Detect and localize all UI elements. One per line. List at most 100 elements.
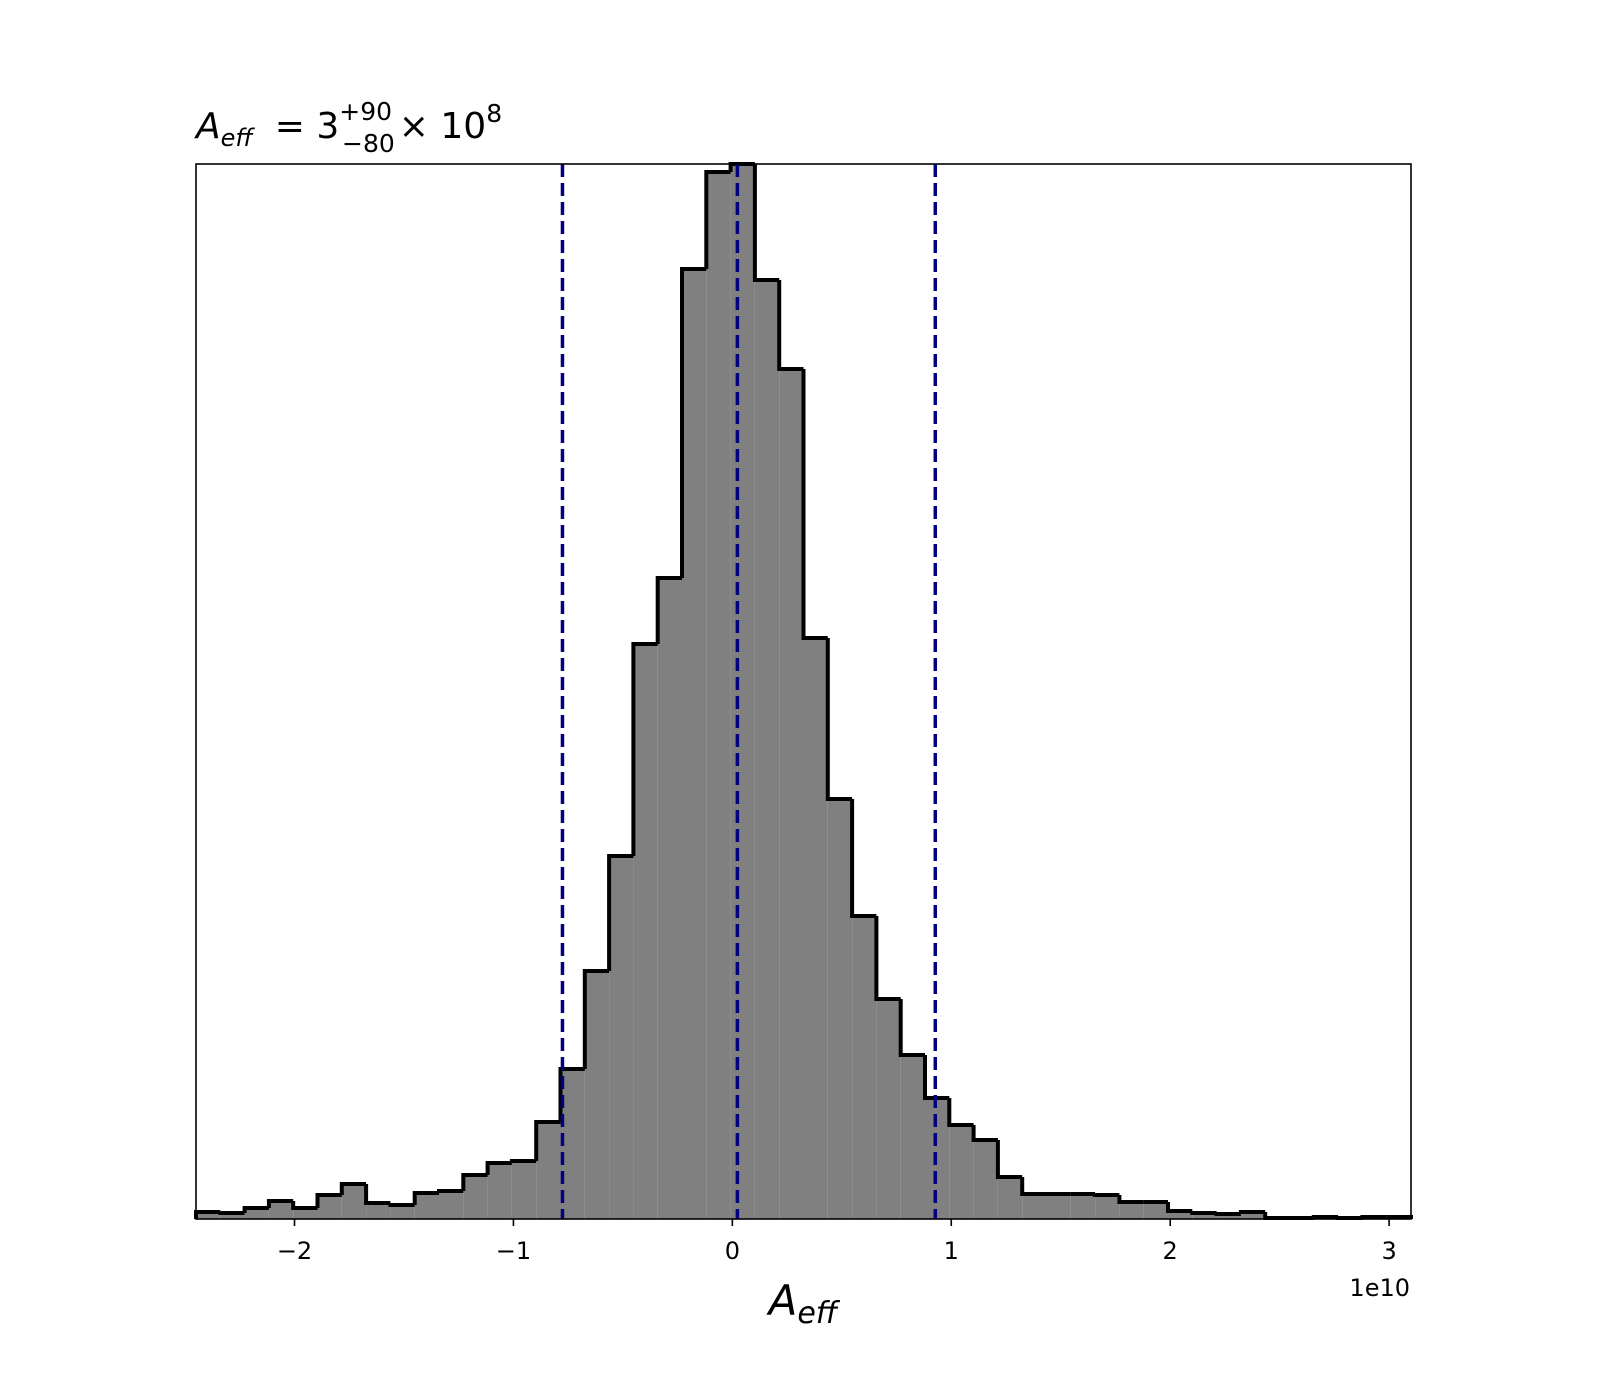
histogram-step bbox=[655, 576, 682, 644]
title-exponent: 8 bbox=[486, 99, 502, 128]
histogram-step bbox=[971, 1125, 998, 1142]
x-offset-label: 1e10 bbox=[1349, 1274, 1410, 1302]
histogram-bar bbox=[341, 1184, 367, 1219]
histogram-step bbox=[291, 1201, 318, 1210]
histogram-step bbox=[607, 854, 634, 971]
histogram-step bbox=[1238, 1210, 1266, 1214]
histogram-step bbox=[631, 642, 658, 856]
histogram-step bbox=[1336, 1216, 1363, 1220]
histogram-step bbox=[1020, 1177, 1047, 1196]
histogram-step bbox=[582, 969, 610, 1069]
plot-frame bbox=[195, 163, 1412, 1220]
histogram-bar bbox=[852, 916, 877, 1219]
title-subscript: eff bbox=[221, 124, 256, 152]
histogram-bar bbox=[317, 1195, 342, 1219]
histogram-step bbox=[218, 1211, 245, 1215]
histogram-step bbox=[898, 999, 925, 1057]
x-tick-label: 1 bbox=[944, 1237, 959, 1265]
histogram-step bbox=[266, 1199, 294, 1208]
histogram-step bbox=[412, 1191, 439, 1205]
histogram-bar bbox=[803, 638, 828, 1219]
histogram-bar bbox=[633, 644, 658, 1219]
histogram-bar bbox=[244, 1208, 269, 1219]
histogram-bar bbox=[900, 1055, 925, 1219]
histogram-step bbox=[485, 1161, 512, 1175]
histogram-step bbox=[1214, 1212, 1241, 1216]
histogram-bar bbox=[779, 369, 804, 1219]
x-axis-label: Aeff bbox=[766, 1276, 841, 1331]
histogram-bar bbox=[463, 1175, 488, 1219]
histogram-step bbox=[242, 1206, 269, 1213]
histogram-bar bbox=[925, 1098, 950, 1219]
histogram-bar bbox=[609, 856, 634, 1219]
histogram-step bbox=[850, 799, 877, 918]
histogram-step bbox=[437, 1189, 464, 1193]
histogram-step bbox=[315, 1193, 342, 1208]
histogram-step bbox=[874, 916, 901, 1001]
histogram-step bbox=[752, 164, 780, 282]
histogram-bar bbox=[1143, 1202, 1168, 1219]
histogram-bar bbox=[997, 1177, 1023, 1219]
histogram-step bbox=[1190, 1211, 1217, 1215]
histogram-step bbox=[1263, 1212, 1290, 1220]
x-tick-label: −2 bbox=[277, 1237, 312, 1265]
x-tick-label: 2 bbox=[1163, 1237, 1178, 1265]
histogram-step bbox=[1117, 1195, 1144, 1204]
histogram-bar bbox=[754, 280, 780, 1219]
histogram-bar bbox=[511, 1161, 537, 1219]
histogram-step bbox=[995, 1140, 1023, 1179]
histogram-bar bbox=[414, 1193, 439, 1219]
x-label-symbol: A bbox=[766, 1276, 798, 1325]
histogram-bar bbox=[973, 1140, 998, 1219]
histogram-bar bbox=[1070, 1194, 1096, 1219]
histogram-bar bbox=[584, 971, 610, 1219]
histogram-bar bbox=[1216, 1214, 1241, 1219]
histogram-step bbox=[1311, 1215, 1339, 1219]
histogram-step bbox=[461, 1173, 488, 1191]
histogram-bar bbox=[1240, 1212, 1266, 1219]
histogram-step bbox=[1093, 1193, 1120, 1197]
histogram-step bbox=[680, 267, 707, 578]
histogram-bar bbox=[487, 1163, 512, 1219]
title-upper-error: +90 bbox=[339, 97, 392, 126]
histogram-bar bbox=[949, 1125, 974, 1219]
title-value: = 3 bbox=[275, 106, 340, 147]
histogram-bar bbox=[196, 1212, 221, 1219]
histogram-step bbox=[509, 1159, 537, 1163]
histogram-bar bbox=[1168, 1211, 1193, 1219]
x-tick-label: 0 bbox=[725, 1237, 740, 1265]
histogram-bar bbox=[1095, 1195, 1120, 1219]
histogram-step bbox=[339, 1182, 367, 1195]
histogram-bar bbox=[1022, 1194, 1047, 1219]
histogram-bar bbox=[1046, 1194, 1071, 1219]
histogram-bar bbox=[706, 172, 731, 1219]
histogram-bar bbox=[1119, 1202, 1144, 1219]
title-multiplier: × 10 bbox=[399, 106, 486, 147]
histogram-step bbox=[534, 1120, 561, 1161]
histogram-bar bbox=[366, 1203, 391, 1219]
histogram-bar bbox=[682, 269, 707, 1219]
title-lower-error: −80 bbox=[342, 129, 395, 158]
chart-title: Aeff = 3+90 −80 × 108 bbox=[194, 97, 502, 158]
x-label-subscript: eff bbox=[797, 1296, 840, 1331]
histogram-step bbox=[947, 1098, 974, 1127]
histogram-bar bbox=[827, 799, 853, 1219]
x-tick-label: 3 bbox=[1381, 1237, 1396, 1265]
histogram-step bbox=[801, 369, 828, 640]
histogram-bar bbox=[439, 1191, 464, 1219]
histogram-step bbox=[1166, 1202, 1193, 1213]
histogram-step bbox=[364, 1184, 391, 1205]
histogram-step bbox=[704, 170, 731, 269]
histogram-bar bbox=[220, 1213, 245, 1219]
histogram-bar bbox=[268, 1201, 294, 1219]
histogram-bar bbox=[390, 1205, 415, 1219]
histogram-bar bbox=[1192, 1213, 1217, 1219]
histogram-step bbox=[825, 638, 853, 801]
histogram-bar bbox=[657, 578, 682, 1219]
histogram-bar bbox=[560, 1069, 585, 1219]
histogram-bar bbox=[536, 1122, 561, 1219]
title-symbol: A bbox=[194, 106, 221, 147]
histogram-bar bbox=[876, 999, 901, 1219]
histogram-step bbox=[923, 1055, 950, 1100]
